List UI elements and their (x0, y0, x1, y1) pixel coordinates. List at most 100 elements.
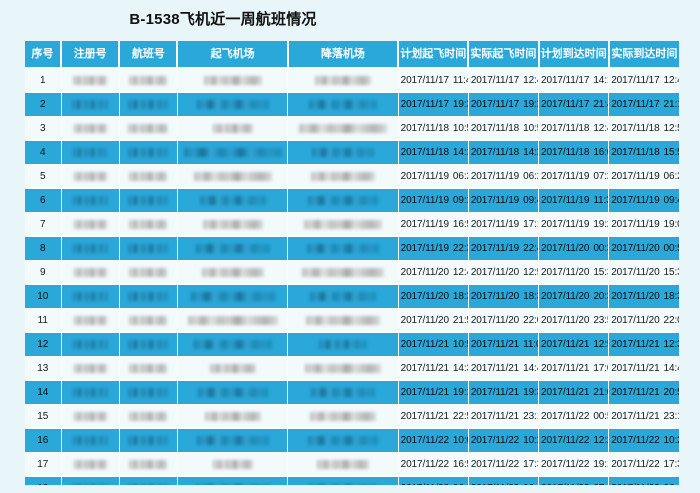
table-row[interactable]: 182017/11/2306:252017/11/2306:462017/11/… (25, 476, 679, 485)
cell-index: 11 (25, 308, 62, 333)
redacted-text (196, 100, 269, 109)
table-row[interactable]: 122017/11/2110:502017/11/2111:012017/11/… (25, 332, 679, 357)
redacted-text (73, 172, 107, 181)
clock-part: 22:50 (452, 411, 467, 422)
cell-index: 6 (25, 188, 62, 213)
clock-part: 09:44 (663, 195, 679, 206)
date-part: 2017/11/19 (541, 171, 590, 182)
col-header-actual-arrival[interactable]: 实际到达时间 (608, 41, 679, 69)
date-part: 2017/11/19 (470, 171, 520, 182)
date-part: 2017/11/17 (470, 99, 520, 110)
col-header-departure[interactable]: 起飞机场 (177, 41, 289, 69)
date-part: 2017/11/21 (470, 387, 520, 398)
table-row[interactable]: 152017/11/2122:502017/11/2123:132017/11/… (25, 404, 679, 429)
date-part: 2017/11/18 (611, 123, 660, 134)
clock-part: 18:35 (663, 291, 679, 302)
flight-table: 序号 注册号 航班号 起飞机场 降落机场 计划起飞时间 实际起飞时间 计划到达时… (25, 41, 679, 485)
table-row[interactable]: 12017/11/1711:452017/11/1712:442017/11/1… (25, 68, 679, 93)
cell-flight-no (119, 212, 178, 237)
redacted-text (195, 244, 270, 253)
table-row[interactable]: 132017/11/2114:352017/11/2114:452017/11/… (25, 356, 679, 381)
clock-part: 12:44 (523, 75, 537, 86)
redacted-text (72, 244, 108, 253)
date-part: 2017/11/18 (470, 123, 520, 134)
redacted-text (128, 484, 169, 485)
table-row[interactable]: 142017/11/2119:102017/11/2119:322017/11/… (25, 380, 679, 405)
table-row[interactable]: 112017/11/2021:502017/11/2022:092017/11/… (25, 308, 679, 333)
table-row[interactable]: 32017/11/1810:502017/11/1810:502017/11/1… (25, 116, 679, 141)
clock-part: 20:55 (663, 387, 679, 398)
cell-registration (61, 236, 120, 261)
col-header-sched-arrival[interactable]: 计划到达时间 (538, 41, 610, 69)
date-part: 2017/11/22 (611, 459, 660, 470)
date-part: 2017/11/22 (400, 435, 449, 446)
table-row[interactable]: 42017/11/1814:152017/11/1814:232017/11/1… (25, 140, 679, 165)
table-row[interactable]: 72017/11/1916:552017/11/1917:192017/11/1… (25, 212, 679, 237)
date-part: 2017/11/20 (400, 267, 449, 278)
cell-index: 12 (25, 332, 62, 357)
redacted-text (129, 76, 168, 85)
cell-registration (61, 476, 120, 485)
clock-part: 00:30 (593, 243, 607, 254)
date-part: 2017/11/19 (611, 171, 660, 182)
col-header-actual-departure[interactable]: 实际起飞时间 (468, 41, 540, 69)
redacted-text (129, 220, 168, 229)
clock-part: 14:10 (593, 75, 607, 86)
redacted-text (129, 268, 168, 277)
redacted-text (73, 124, 107, 133)
date-part: 2017/11/18 (611, 147, 660, 158)
date-part: 2017/11/20 (611, 291, 660, 302)
cell-index: 18 (25, 476, 62, 485)
date-part: 2017/11/22 (470, 435, 520, 446)
redacted-text (73, 220, 107, 229)
table-row[interactable]: 82017/11/1922:302017/11/1922:492017/11/2… (25, 236, 679, 261)
table-row[interactable]: 92017/11/2012:452017/11/2012:592017/11/2… (25, 260, 679, 285)
table-row[interactable]: 172017/11/2216:502017/11/2217:322017/11/… (25, 452, 679, 477)
cell-registration (61, 68, 120, 93)
clock-part: 22:09 (663, 315, 679, 326)
date-part: 2017/11/20 (541, 315, 590, 326)
cell-flight-no (119, 332, 178, 357)
date-part: 2017/11/18 (470, 147, 520, 158)
redacted-text (72, 292, 108, 301)
date-part: 2017/11/22 (541, 459, 590, 470)
table-row[interactable]: 52017/11/1906:202017/11/1906:282017/11/1… (25, 164, 679, 189)
table-row[interactable]: 162017/11/2210:052017/11/2210:242017/11/… (25, 428, 679, 453)
page-title: B-1538飞机近一周航班情况 (0, 8, 700, 29)
cell-registration (61, 356, 120, 381)
date-part: 2017/11/20 (541, 291, 590, 302)
date-part: 2017/11/19 (400, 219, 449, 230)
col-header-registration[interactable]: 注册号 (61, 41, 121, 69)
cell-arrival-airport (287, 476, 399, 485)
cell-index: 10 (25, 284, 62, 309)
col-header-index[interactable]: 序号 (25, 41, 63, 69)
col-header-flight-no[interactable]: 航班号 (119, 41, 179, 69)
cell-arrival-airport (287, 212, 399, 237)
table-row[interactable]: 62017/11/1909:152017/11/1909:442017/11/1… (25, 188, 679, 213)
date-part: 2017/11/20 (400, 315, 449, 326)
col-header-arrival[interactable]: 降落机场 (287, 41, 400, 69)
date-part: 2017/11/20 (470, 267, 520, 278)
col-header-sched-departure[interactable]: 计划起飞时间 (398, 41, 470, 69)
date-part: 2017/11/21 (470, 363, 520, 374)
table-row[interactable]: 102017/11/2018:352017/11/2018:352017/11/… (25, 284, 679, 309)
date-part: 2017/11/19 (541, 195, 590, 206)
cell-flight-no (119, 188, 178, 213)
table-row[interactable]: 22017/11/1719:302017/11/1719:272017/11/1… (25, 92, 679, 117)
